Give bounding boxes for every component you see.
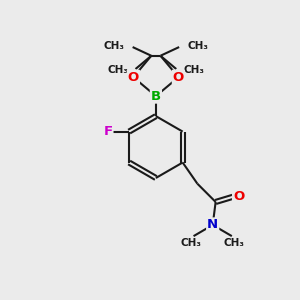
Text: N: N bbox=[207, 218, 218, 231]
Text: CH₃: CH₃ bbox=[184, 65, 205, 76]
Text: CH₃: CH₃ bbox=[107, 65, 128, 76]
Text: O: O bbox=[173, 71, 184, 84]
Text: B: B bbox=[151, 90, 161, 103]
Text: O: O bbox=[233, 190, 244, 203]
Text: O: O bbox=[128, 71, 139, 84]
Text: CH₃: CH₃ bbox=[188, 40, 208, 51]
Text: F: F bbox=[103, 125, 112, 138]
Text: CH₃: CH₃ bbox=[224, 238, 245, 248]
Text: CH₃: CH₃ bbox=[103, 40, 124, 51]
Text: CH₃: CH₃ bbox=[181, 238, 202, 248]
